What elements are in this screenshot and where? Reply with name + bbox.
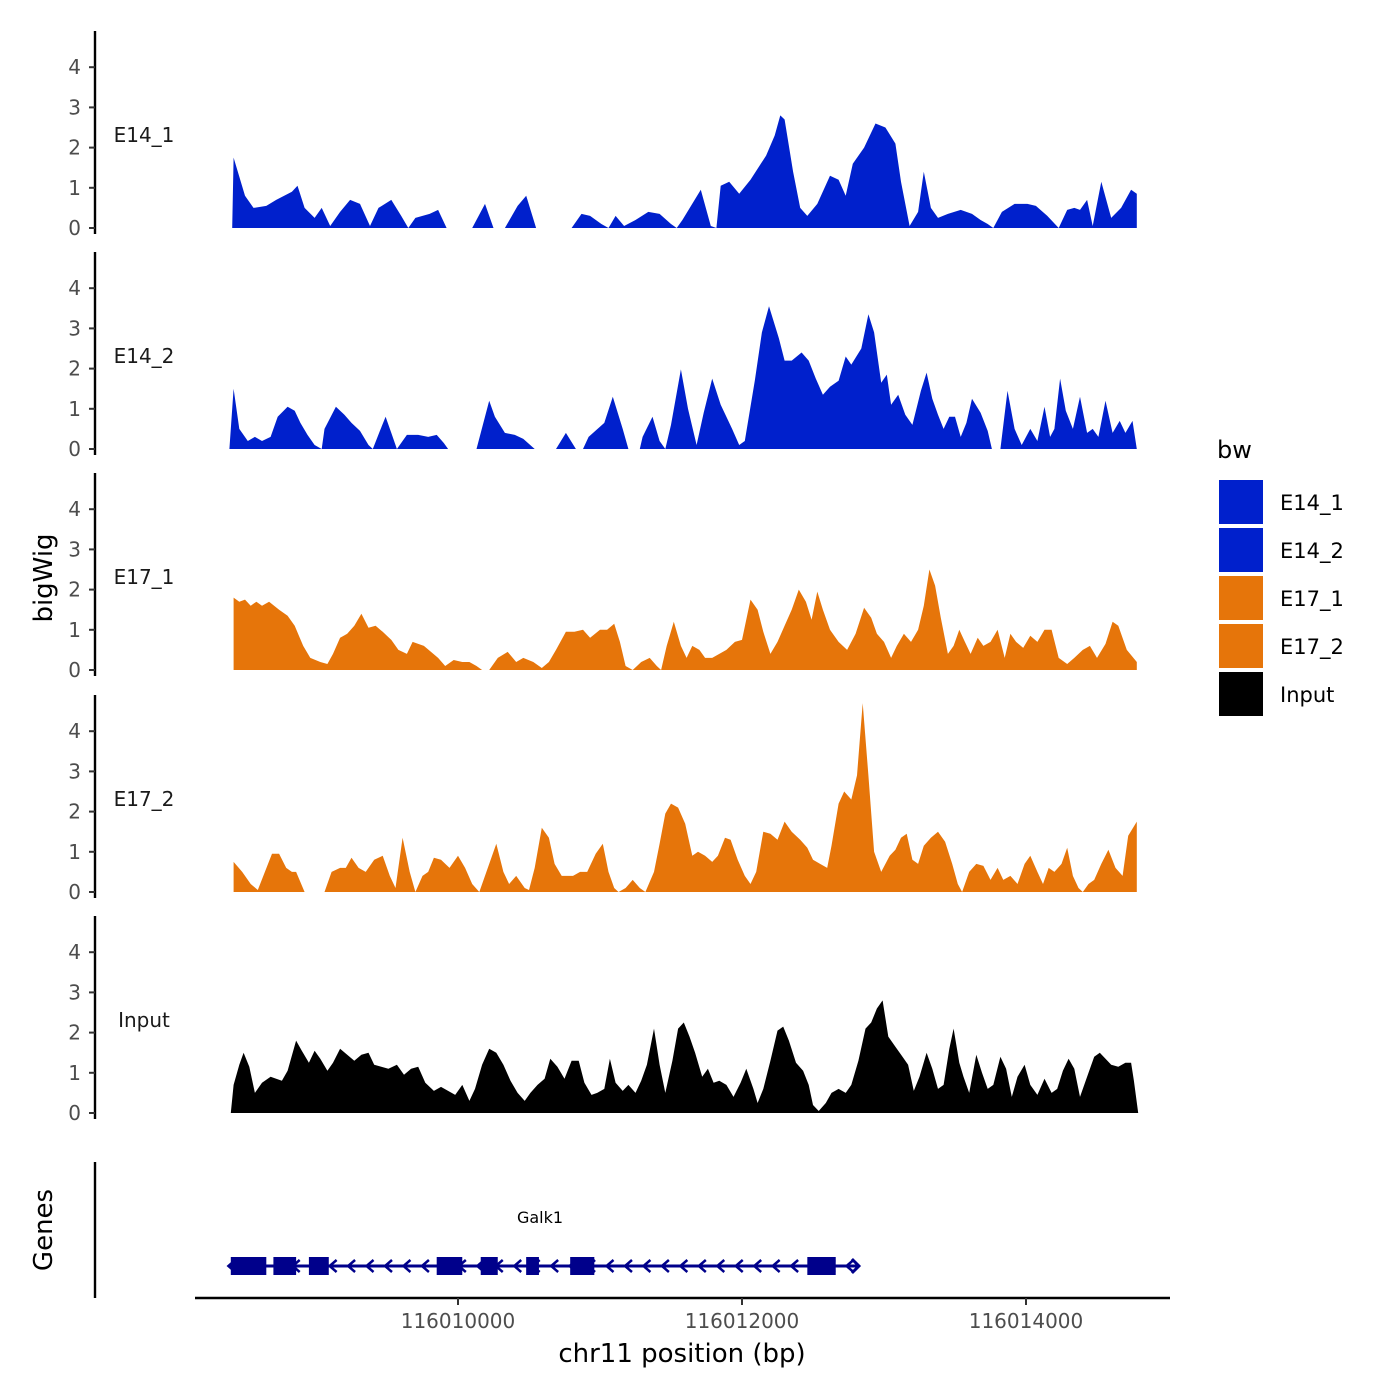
legend-key-input	[1219, 672, 1263, 716]
y-tick-label: 2	[68, 1021, 81, 1045]
strand-chevron	[604, 1259, 615, 1273]
coverage-area-e14-1	[232, 115, 1137, 228]
legend-label: Input	[1280, 683, 1334, 707]
legend-key-e17-1	[1219, 576, 1263, 620]
x-axis-title: chr11 position (bp)	[558, 1339, 805, 1369]
gene-exon	[273, 1257, 297, 1275]
strand-chevron	[383, 1259, 393, 1273]
coverage-area-e17-1	[233, 569, 1137, 670]
strand-chevron	[715, 1259, 726, 1273]
y-tick-label: 0	[68, 437, 81, 461]
track-e14-2: 0 1 2 3 4 E14_2	[68, 252, 1137, 461]
legend-label: E14_1	[1280, 491, 1344, 516]
track-label: E17_2	[114, 787, 175, 811]
coverage-area-e14-2	[229, 306, 1137, 449]
track-e17-1: 0 1 2 3 4 E17_1	[68, 473, 1137, 682]
genes-track-title: Genes	[29, 1189, 59, 1271]
strand-chevron	[549, 1259, 559, 1273]
gene-exon	[436, 1257, 463, 1275]
strand-chevron	[346, 1259, 356, 1273]
y-tick-label: 3	[68, 759, 81, 783]
strand-chevron	[401, 1259, 412, 1273]
strand-chevron	[696, 1259, 707, 1273]
y-tick-label: 3	[68, 95, 81, 119]
strand-chevron	[770, 1259, 781, 1273]
strand-chevron	[641, 1259, 652, 1273]
track-e14-1: 0 1 2 3 4 E14_1	[68, 31, 1137, 240]
y-tick-label: 1	[68, 176, 81, 200]
y-tick-label: 0	[68, 1101, 81, 1125]
strand-chevron	[512, 1259, 523, 1273]
x-axis: 116010000 116012000 116014000 chr11 positio…	[195, 1296, 1170, 1369]
y-tick-label: 3	[68, 537, 81, 561]
y-tick-label: 2	[68, 136, 81, 160]
track-label: E17_1	[114, 565, 175, 589]
y-tick-label: 1	[68, 1061, 81, 1085]
y-axis-title: bigWig	[29, 533, 59, 622]
legend-title: bw	[1217, 436, 1252, 464]
gene-exon	[480, 1257, 498, 1275]
strand-chevron	[678, 1259, 689, 1273]
strand-chevron	[364, 1259, 375, 1273]
legend-key-e14-1	[1219, 480, 1263, 524]
strand-chevron	[844, 1259, 855, 1273]
y-tick-label: 2	[68, 800, 81, 824]
x-tick-label: 116010000	[401, 1309, 516, 1333]
gene-exon	[230, 1257, 267, 1275]
y-tick-label: 0	[68, 658, 81, 682]
track-input: 0 1 2 3 4 Input	[68, 916, 1139, 1125]
strand-chevron	[733, 1259, 744, 1273]
y-tick-label: 3	[68, 980, 81, 1004]
track-label: Input	[118, 1008, 170, 1032]
strand-chevron	[752, 1259, 763, 1273]
legend-key-e14-2	[1219, 528, 1263, 572]
y-tick-label: 0	[68, 880, 81, 904]
y-tick-label: 4	[68, 55, 81, 79]
coverage-area-e17-2	[233, 703, 1137, 892]
track-label: E14_2	[114, 344, 175, 368]
gene-exon	[308, 1257, 329, 1275]
strand-chevron	[327, 1259, 338, 1273]
y-tick-label: 1	[68, 840, 81, 864]
track-e17-2: 0 1 2 3 4 E17_2	[68, 695, 1137, 904]
y-tick-label: 4	[68, 276, 81, 300]
coverage-area-input	[230, 1000, 1139, 1113]
strand-chevron	[623, 1259, 633, 1273]
strand-chevron	[419, 1259, 430, 1273]
legend-label: E14_2	[1280, 539, 1344, 564]
y-tick-label: 2	[68, 357, 81, 381]
x-tick-label: 116012000	[685, 1309, 800, 1333]
y-tick-label: 1	[68, 618, 81, 642]
legend: bw E14_1 E14_2 E17_1 E17_2 Input	[1217, 436, 1344, 716]
gene-label: Galk1	[517, 1208, 563, 1227]
legend-key-e17-2	[1219, 624, 1263, 668]
strand-chevron	[789, 1259, 799, 1273]
y-tick-label: 1	[68, 397, 81, 421]
y-tick-label: 4	[68, 940, 81, 964]
strand-chevron	[659, 1259, 670, 1273]
legend-label: E17_2	[1280, 635, 1344, 660]
gene-exon	[570, 1257, 595, 1275]
y-tick-label: 3	[68, 316, 81, 340]
y-tick-label: 0	[68, 216, 81, 240]
genes-track: Genes Galk1	[29, 1162, 862, 1298]
track-label: E14_1	[114, 123, 175, 147]
gene-end-marker	[850, 1257, 862, 1275]
x-tick-label: 116014000	[969, 1309, 1084, 1333]
gene-exon	[807, 1257, 836, 1275]
y-tick-label: 4	[68, 719, 81, 743]
legend-label: E17_1	[1280, 587, 1344, 612]
y-tick-label: 2	[68, 578, 81, 602]
gene-exon	[526, 1257, 539, 1275]
y-tick-label: 4	[68, 497, 81, 521]
